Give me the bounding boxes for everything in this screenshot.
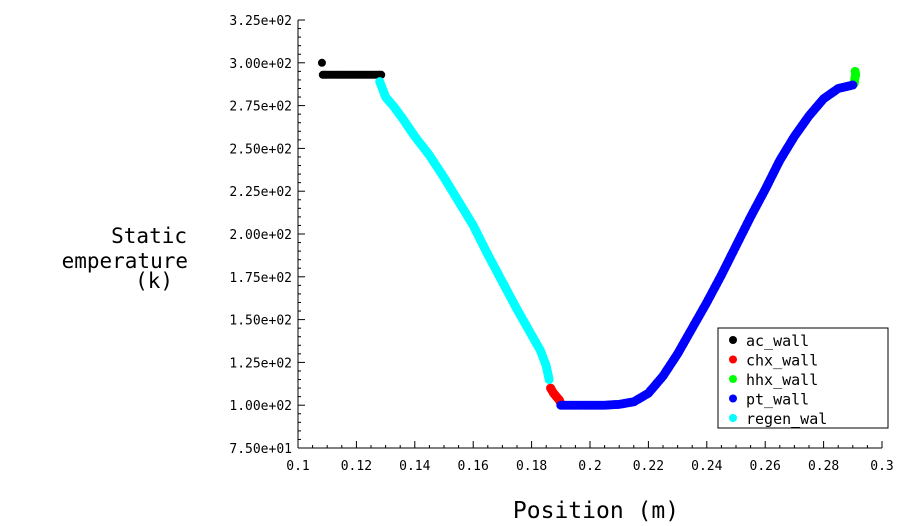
y-axis-title-line-1: Static <box>111 224 187 248</box>
legend-label-regen-wal: regen_wal <box>746 410 827 428</box>
x-tick-label: 0.3 <box>870 459 893 474</box>
y-tick-label: 7.50e+01 <box>229 442 292 457</box>
y-tick-label: 3.00e+02 <box>229 57 292 72</box>
y-tick-label: 2.75e+02 <box>229 100 292 115</box>
x-tick-label: 0.1 <box>286 459 309 474</box>
legend-box <box>717 327 889 429</box>
legend-label-chx-wall: chx_wall <box>746 352 818 370</box>
series-ac-wall <box>317 58 386 79</box>
legend-marker-regen-wal <box>729 414 737 422</box>
x-tick-label: 0.2 <box>578 459 601 474</box>
legend-label-ac-wall: ac_wall <box>746 332 809 350</box>
series-pt-wall <box>556 80 858 410</box>
series-layer <box>317 58 861 410</box>
x-tick-label: 0.26 <box>750 459 781 474</box>
y-tick-label: 2.00e+02 <box>229 228 292 243</box>
legend-marker-ac-wall <box>729 336 737 344</box>
legend-marker-chx-wall <box>729 355 737 364</box>
data-point <box>317 58 326 67</box>
x-axis-title: Position (m) <box>513 498 679 524</box>
x-tick-label: 0.24 <box>691 459 722 474</box>
y-axis-title-line-2: emperature <box>62 249 188 273</box>
x-tick-label: 0.12 <box>341 459 372 474</box>
y-tick-label: 2.50e+02 <box>229 142 292 157</box>
x-tick-label: 0.28 <box>808 459 839 474</box>
x-tick-label: 0.18 <box>516 459 547 474</box>
y-tick-label: 1.25e+02 <box>229 356 292 371</box>
legend-label-pt-wall: pt_wall <box>746 391 809 409</box>
axes <box>297 19 883 449</box>
x-tick-label: 0.22 <box>633 459 664 474</box>
tick-labels: 7.50e+01 1.00e+02 1.25e+02 1.50e+02 1.75e+02… <box>229 14 893 474</box>
y-tick-label: 1.75e+02 <box>229 271 292 286</box>
legend-marker-hhx-wall <box>729 375 737 383</box>
data-point <box>544 375 554 385</box>
data-point <box>377 70 386 79</box>
data-point <box>850 66 860 76</box>
y-tick-label: 2.25e+02 <box>229 185 292 200</box>
y-tick-label: 1.50e+02 <box>229 314 292 329</box>
x-tick-label: 0.14 <box>399 459 430 474</box>
y-axis-title-line-3: (k) <box>135 269 173 293</box>
y-tick-label: 3.25e+02 <box>229 14 292 29</box>
y-tick-label: 1.00e+02 <box>229 399 292 414</box>
series-regen-wal <box>375 77 554 385</box>
data-point <box>848 80 858 90</box>
legend-marker-pt-wall <box>729 394 737 403</box>
x-tick-label: 0.16 <box>458 459 489 474</box>
legend-label-hhx-wall: hhx_wall <box>746 371 818 389</box>
